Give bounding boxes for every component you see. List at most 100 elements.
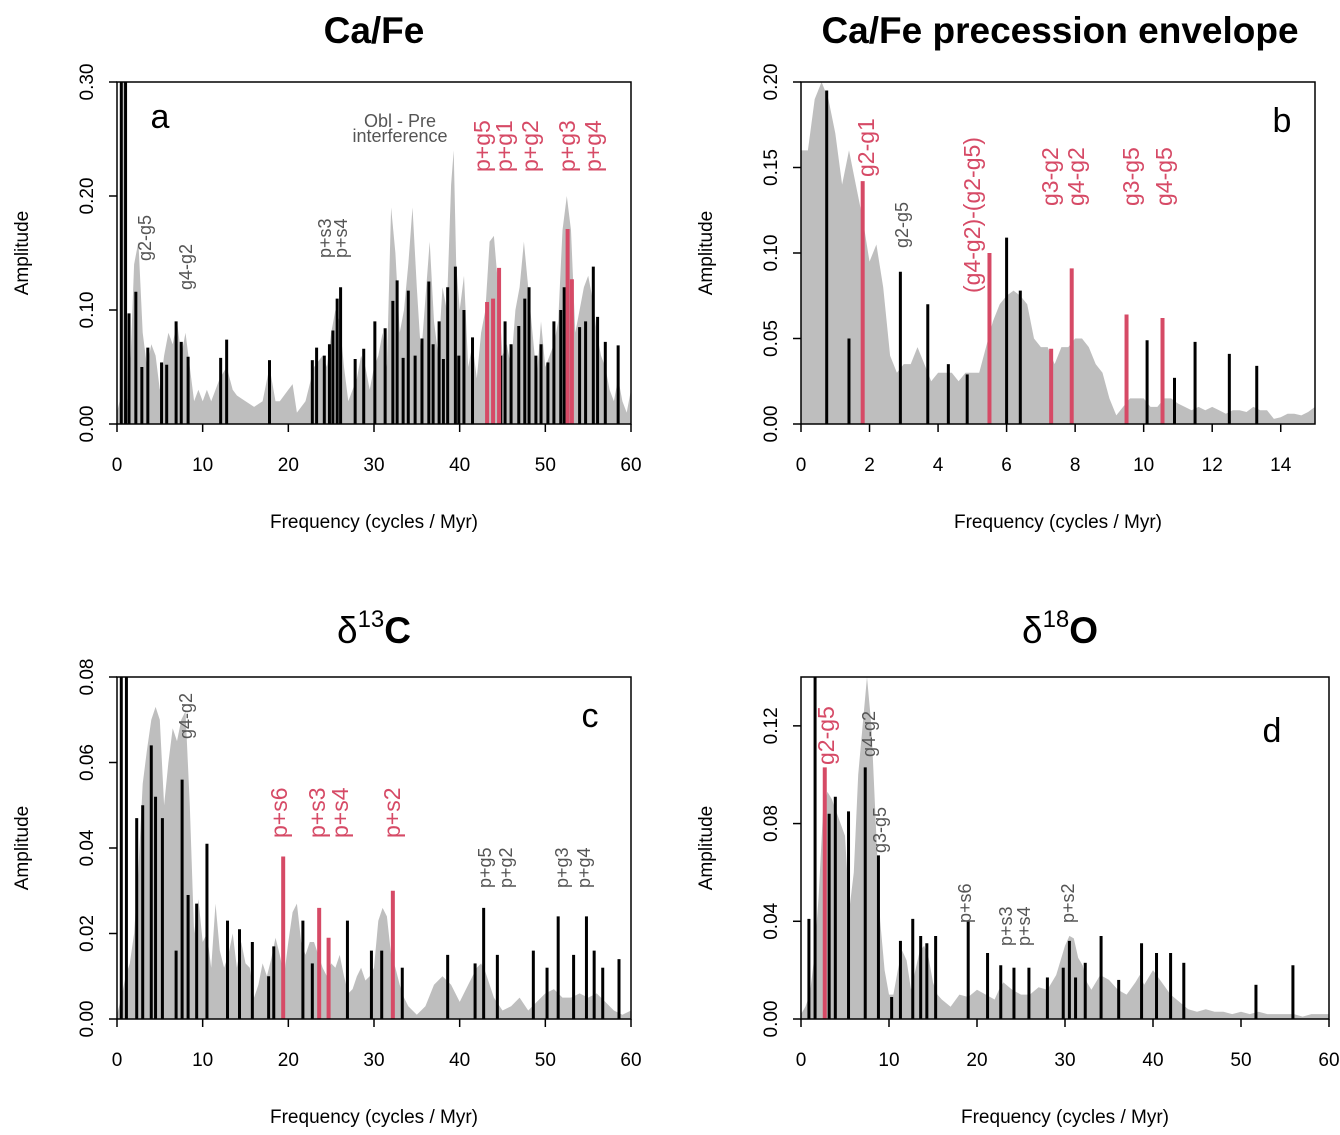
x-tick-label: 20 [278,455,299,476]
panel-b-marks [801,82,1315,424]
y-tick-label: 0.04 [77,829,98,866]
x-tick-label: 10 [192,1050,213,1071]
spectrum-area [117,706,631,1019]
x-tick-label: 10 [1133,455,1154,476]
label-d-g4-g2: g4-g2 [859,711,879,757]
x-tick-label: 2 [864,455,875,476]
x-tick-label: 14 [1270,455,1292,476]
x-tick-label: 40 [449,455,470,476]
panel-c-xlabel: Frequency (cycles / Myr) [270,1107,478,1128]
y-tick-label: 0.06 [77,744,98,781]
spectrum-area [801,82,1315,424]
panel-b-title: Ca/Fe precession envelope [821,10,1298,51]
x-tick-label: 60 [620,1050,641,1071]
panel-c-title: δ13C [337,606,411,651]
panel-d-axes: 0 10 20 30 40 50 60 0.00 0.04 0.08 0.12 [761,707,1340,1071]
y-tick-label: 0.08 [77,659,98,696]
panel-b-ylabel: Amplitude [696,211,717,296]
x-tick-label: 50 [535,1050,556,1071]
panel-b-letter: b [1273,102,1292,140]
label-g3-g5: g3-g5 [1118,147,1144,206]
panel-c: δ13C 0 10 20 30 40 50 60 0.00 0.02 0.04 0.06 0.08 A… [12,606,642,1128]
y-tick-label: 0.15 [761,149,782,186]
x-tick-label: 60 [1318,1050,1339,1071]
label-p-g5: p+g5 [469,120,495,172]
label-d-p-s2: p+s2 [1058,883,1078,923]
label-b-g4-g2: g4-g2 [1063,147,1089,206]
y-tick-label: 0.00 [761,1001,782,1038]
panel-a-ylabel: Amplitude [12,211,33,296]
panel-c-marks [117,677,631,1019]
y-tick-label: 0.10 [77,292,98,329]
panel-a: Ca/Fe 0 10 20 30 40 50 60 0.00 0.10 0.20 0.30 Ampl… [12,10,642,533]
panel-a-xlabel: Frequency (cycles / Myr) [270,512,478,533]
x-tick-label: 6 [1001,455,1012,476]
panel-d: δ18O 0 10 20 30 40 50 60 0.00 0.04 0.08 0.12 Ampli… [696,606,1340,1128]
y-tick-label: 0.10 [761,235,782,272]
x-tick-label: 40 [449,1050,470,1071]
y-tick-label: 0.00 [761,406,782,443]
x-tick-label: 0 [112,1050,123,1071]
label-p-s6: p+s6 [266,787,292,838]
x-tick-label: 10 [878,1050,899,1071]
panel-d-letter: d [1263,712,1282,750]
x-tick-label: 8 [1070,455,1081,476]
label-c-p-g4: p+g4 [574,847,594,888]
x-tick-label: 0 [112,455,123,476]
x-tick-label: 20 [278,1050,299,1071]
y-tick-label: 0.12 [761,707,782,744]
label-c-p-g3: p+g3 [552,847,572,888]
label-p-g2: p+g2 [517,120,543,172]
x-tick-label: 40 [1142,1050,1163,1071]
y-tick-label: 0.05 [761,320,782,357]
label-d-p-s4: p+s4 [1014,906,1034,946]
x-tick-label: 30 [1054,1050,1075,1071]
panel-b-xlabel: Frequency (cycles / Myr) [954,512,1162,533]
panel-c-ylabel: Amplitude [12,806,33,891]
y-tick-label: 0.08 [761,805,782,842]
panel-d-xlabel: Frequency (cycles / Myr) [961,1107,1169,1128]
spectrum-area [801,677,1329,1019]
label-g4-g2: g4-g2 [176,244,196,290]
x-tick-label: 60 [620,455,641,476]
panel-c-letter: c [582,697,599,735]
x-tick-label: 30 [363,1050,384,1071]
label-p-s2: p+s2 [379,787,405,838]
y-tick-label: 0.20 [761,64,782,101]
panel-b-axes: 0 2 4 6 8 10 12 14 0.00 0.05 0.10 0.15 0.20 [761,64,1292,476]
y-tick-label: 0.20 [77,178,98,215]
x-tick-label: 50 [535,455,556,476]
label-p-g1: p+g1 [491,120,517,172]
y-tick-label: 0.04 [761,902,782,939]
panel-a-marks [117,82,631,424]
label-c-p-g2: p+g2 [496,847,516,888]
x-tick-label: 12 [1202,455,1223,476]
x-tick-label: 10 [192,455,213,476]
x-tick-label: 30 [363,455,384,476]
label-p-s3: p+s3 [304,787,330,838]
panel-a-letter: a [151,98,170,136]
panel-b: Ca/Fe precession envelope 0 2 4 6 8 10 12 14 0.0… [696,10,1316,533]
label-g2-g1: g2-g1 [853,118,879,177]
x-tick-label: 4 [933,455,944,476]
label-obl-pre: Obl - Pre [364,111,436,131]
label-g3-g2: g3-g2 [1037,147,1063,206]
label-g4g2-g2g5: (g4-g2)-(g2-g5) [959,137,985,293]
y-tick-label: 0.02 [77,915,98,952]
panel-d-title: δ18O [1022,606,1098,651]
label-c-p-g5: p+g5 [475,847,495,888]
label-p-s3: p+s3 [315,218,335,258]
label-d-p-s6: p+s6 [955,883,975,923]
label-g2-g5: g2-g5 [135,215,155,261]
label-d-g3-g5: g3-g5 [870,807,890,853]
label-g4-g5: g4-g5 [1151,147,1177,206]
label-b-g2-g5: g2-g5 [892,202,912,248]
panel-d-marks [801,677,1329,1019]
label-p-g3: p+g3 [554,120,580,172]
panel-c-axes: 0 10 20 30 40 50 60 0.00 0.02 0.04 0.06 0.08 [77,659,642,1071]
label-p-s4: p+s4 [331,218,351,258]
y-tick-label: 0.00 [77,406,98,443]
label-p-g4: p+g4 [580,120,606,172]
panel-a-title: Ca/Fe [324,10,425,51]
